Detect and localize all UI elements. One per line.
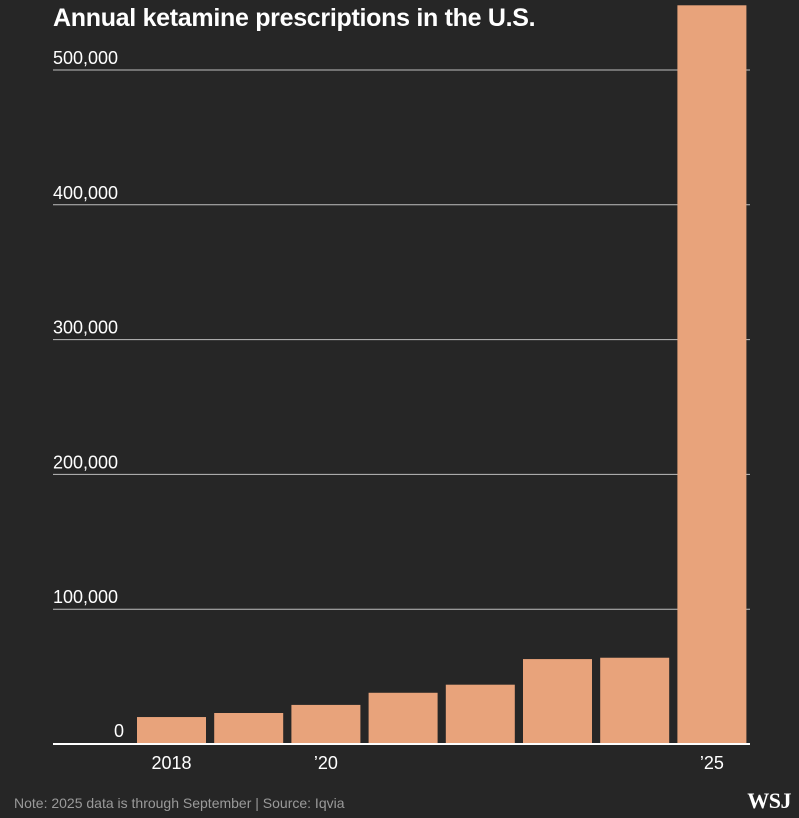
bar-2022 bbox=[445, 684, 515, 744]
x-tick-label: ’20 bbox=[314, 753, 338, 773]
source-note: Note: 2025 data is through September | S… bbox=[14, 795, 345, 811]
bar-2018 bbox=[137, 717, 206, 744]
y-tick-label: 300,000 bbox=[53, 318, 118, 338]
y-tick-label: 100,000 bbox=[53, 587, 118, 607]
bar-2024 bbox=[600, 657, 670, 744]
y-tick-label: 200,000 bbox=[53, 452, 118, 472]
y-tick-label: 400,000 bbox=[53, 183, 118, 203]
bar-2020 bbox=[291, 704, 361, 744]
bar-2025 bbox=[677, 5, 747, 744]
wsj-logo: WSJ bbox=[747, 788, 791, 813]
y-axis-labels: 0 100,000 200,000 300,000 400,000 500,000 bbox=[53, 48, 124, 741]
bar-2023 bbox=[523, 659, 592, 744]
x-tick-label: 2018 bbox=[151, 753, 191, 773]
y-tick-label: 0 bbox=[114, 721, 124, 741]
x-axis-labels: 2018 ’20 ’25 bbox=[151, 753, 723, 773]
x-tick-label: ’25 bbox=[700, 753, 724, 773]
gridlines bbox=[53, 69, 750, 610]
bar-2021 bbox=[368, 692, 438, 744]
chart-title: Annual ketamine prescriptions in the U.S… bbox=[53, 4, 536, 32]
y-tick-label: 500,000 bbox=[53, 48, 118, 68]
bar-2019 bbox=[214, 712, 284, 744]
bars bbox=[137, 5, 747, 744]
